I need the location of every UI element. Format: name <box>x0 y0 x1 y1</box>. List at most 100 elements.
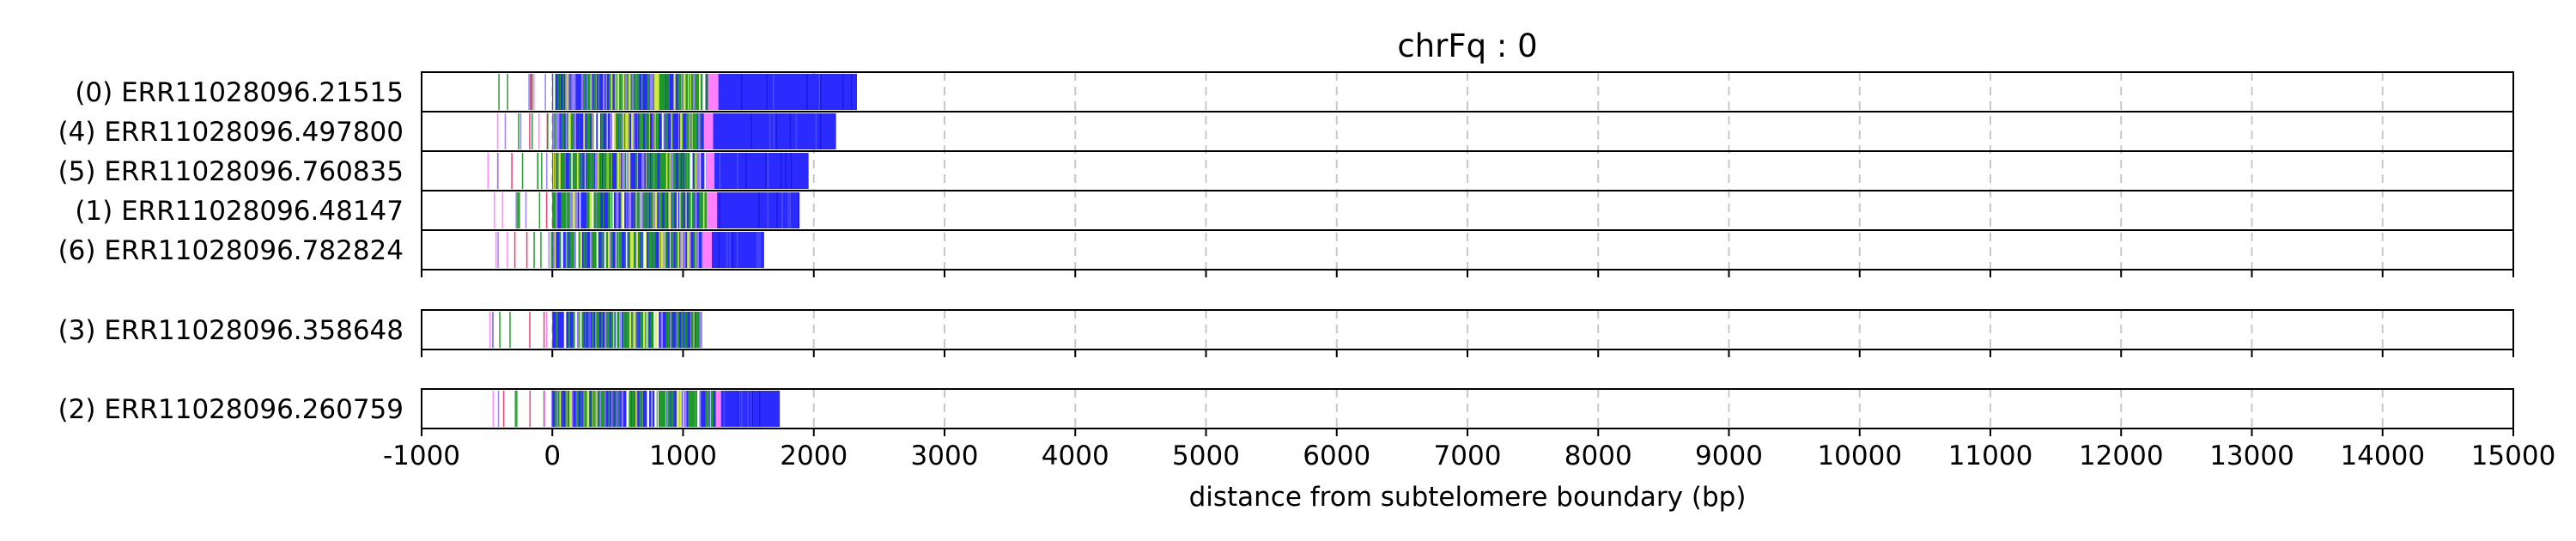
x-tick-label: 11000 <box>1948 441 2033 471</box>
x-tick-label: 6000 <box>1303 441 1370 471</box>
stripe-mark <box>704 192 708 228</box>
stripe-mark <box>577 192 580 228</box>
stripe-mark <box>533 232 535 268</box>
stripe-mark <box>704 153 707 189</box>
stripe-mark <box>798 192 800 228</box>
stripe-mark <box>692 391 696 427</box>
x-tick-label: 1000 <box>649 441 717 471</box>
stripe-mark <box>681 113 683 149</box>
stripe-mark <box>644 113 647 149</box>
stripe-mark <box>690 113 693 149</box>
stripe-mark <box>697 153 701 189</box>
stripe-mark <box>699 391 702 427</box>
stripe-mark <box>675 232 678 268</box>
stripe-mark <box>626 232 628 268</box>
stripe-mark <box>655 312 657 348</box>
stripe-mark <box>601 113 604 149</box>
stripe-mark <box>625 113 629 149</box>
stripe-mark <box>663 113 665 149</box>
stripe-mark <box>692 113 696 149</box>
stripe-mark <box>609 232 611 268</box>
stripe-mark <box>568 192 570 228</box>
stripe-mark <box>592 312 594 348</box>
stripe-mark <box>586 232 587 268</box>
stripe-mark <box>659 391 662 427</box>
stripe-mark <box>775 113 778 149</box>
stripe-mark <box>561 232 563 268</box>
stripe-mark <box>602 153 604 189</box>
stripe-mark <box>684 153 687 189</box>
stripe-mark <box>708 391 710 427</box>
stripe-mark <box>571 113 574 149</box>
stripe-mark <box>579 391 581 427</box>
stripe-mark <box>667 391 671 427</box>
stripe-mark <box>656 74 659 110</box>
stripe-mark <box>665 74 668 110</box>
stripe-mark <box>589 312 591 348</box>
stripe-mark <box>582 192 585 228</box>
stripe-mark <box>654 391 657 427</box>
stripe-mark <box>747 391 749 427</box>
stripe-mark <box>580 153 583 189</box>
tail-region-bar <box>713 113 836 149</box>
stripe-mark <box>592 391 595 427</box>
stripe-mark <box>624 232 626 268</box>
stripe-mark <box>599 391 602 427</box>
stripe-mark <box>606 74 610 110</box>
stripe-mark <box>586 153 589 189</box>
stripe-mark <box>706 74 708 110</box>
stripe-mark <box>696 74 699 110</box>
stripe-mark <box>626 312 629 348</box>
stripe-mark <box>666 232 669 268</box>
stripe-mark <box>576 74 579 110</box>
stripe-mark <box>532 74 535 110</box>
stripe-mark <box>598 113 600 149</box>
stripe-mark <box>732 232 734 268</box>
bars <box>487 74 857 268</box>
stripe-mark <box>642 192 646 228</box>
stripe-mark <box>545 153 548 189</box>
stripe-mark <box>593 113 597 149</box>
stripe-mark <box>592 74 594 110</box>
stripe-mark <box>723 391 726 427</box>
stripe-mark <box>592 113 594 149</box>
stripe-mark <box>625 312 628 348</box>
stripe-mark <box>556 312 558 348</box>
stripe-mark <box>598 74 600 110</box>
stripe-mark <box>629 153 631 189</box>
stripe-mark <box>562 192 566 228</box>
stripe-mark <box>626 391 629 427</box>
stripe-mark <box>634 74 636 110</box>
stripe-mark <box>647 74 649 110</box>
stripe-mark <box>617 391 619 427</box>
stripe-mark <box>567 113 569 149</box>
stripe-mark <box>568 74 570 110</box>
stripe-mark <box>765 153 767 189</box>
stripe-mark <box>628 74 631 110</box>
stripe-mark <box>556 113 560 149</box>
stripe-mark <box>641 312 643 348</box>
stripe-mark <box>562 74 564 110</box>
stripe-mark <box>621 192 623 228</box>
x-tick-label: 15000 <box>2471 441 2556 471</box>
stripe-mark <box>586 391 590 427</box>
stripe-mark <box>574 232 576 268</box>
stripe-mark <box>633 312 636 348</box>
stripe-mark <box>519 113 522 149</box>
stripe-mark <box>586 192 589 228</box>
stripe-mark <box>654 312 656 348</box>
pink-segment-bar <box>706 192 718 228</box>
stripe-mark <box>565 113 568 149</box>
stripe-mark <box>606 113 608 149</box>
stripe-mark <box>689 113 691 149</box>
stripe-mark <box>671 153 674 189</box>
stripe-mark <box>679 192 683 228</box>
stripe-mark <box>684 391 688 427</box>
x-tick-label: 10000 <box>1817 441 1902 471</box>
stripe-mark <box>664 232 665 268</box>
stripe-mark <box>630 312 633 348</box>
stripe-mark <box>595 312 597 348</box>
stripe-mark <box>576 312 579 348</box>
stripe-mark <box>580 391 582 427</box>
stripe-mark <box>529 312 531 348</box>
